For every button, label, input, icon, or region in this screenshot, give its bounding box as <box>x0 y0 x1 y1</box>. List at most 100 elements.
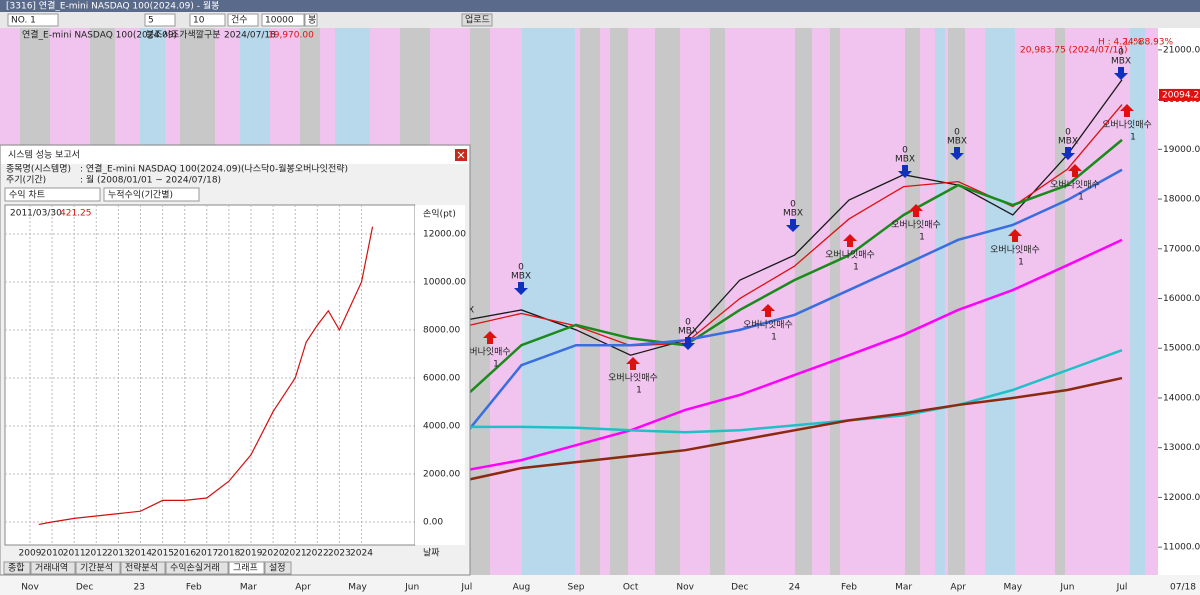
y-tick-label: 14000.00 <box>1163 393 1200 403</box>
toolbar-field[interactable] <box>227 13 259 27</box>
x-tick-label: 2014 <box>129 549 152 559</box>
signal-label: MBX <box>678 327 698 337</box>
price-axis <box>1158 28 1200 575</box>
y-tick-label: 15000.00 <box>1163 344 1200 354</box>
dropdown-text: 수익 차트 <box>9 189 45 201</box>
toolbar-text: 10 <box>193 16 205 26</box>
signal-label: 오버나잇매수 <box>825 249 875 261</box>
tab-label: 기간분석 <box>80 563 113 574</box>
sell-arrow <box>898 165 912 178</box>
toolbar-text: NO. 1 <box>11 16 36 26</box>
signal-label: 오버나잇매수 <box>743 319 793 331</box>
sell-arrow <box>950 147 964 160</box>
tab[interactable] <box>120 561 166 575</box>
sell-arrow <box>1114 67 1128 80</box>
sell-arrow <box>514 282 528 295</box>
tab[interactable] <box>228 561 265 575</box>
toolbar-field[interactable] <box>261 13 305 27</box>
x-tick-label: 24 <box>789 583 801 593</box>
signal-qty: 0 <box>954 128 960 138</box>
toolbar-text: 10000 <box>265 16 294 26</box>
high-low-label: L : 88.93% <box>1125 38 1174 48</box>
dialog-title: 시스템 성능 보고서 <box>8 149 80 161</box>
title-bar <box>0 0 1200 12</box>
row-key: 주기(기간) <box>6 175 46 186</box>
x-tick-label: 2022 <box>306 549 329 559</box>
x-tick-label: 2013 <box>107 549 130 559</box>
x-tick-label: 2016 <box>173 549 196 559</box>
buy-arrow <box>1068 164 1082 177</box>
row-value: : 월 (2008/01/01 ~ 2024/07/18) <box>80 174 221 186</box>
tab[interactable] <box>75 561 121 575</box>
tab[interactable] <box>165 561 229 575</box>
tab[interactable] <box>3 561 31 575</box>
y-tick-label: 13000.00 <box>1163 443 1200 453</box>
y-tick-label: 18000.00 <box>1163 195 1200 205</box>
x-tick-label: 2012 <box>85 549 108 559</box>
signal-qty: 0 <box>1118 48 1124 58</box>
toolbar-field[interactable] <box>7 13 59 27</box>
regime-stripe <box>985 28 1015 575</box>
x-tick-label: Jul <box>1116 583 1128 593</box>
x-tick-label: Sep <box>568 583 585 593</box>
info-text: 2024/07/18 <box>224 31 276 41</box>
signal-qty: 1 <box>1130 133 1136 143</box>
signal-label: 오버나잇매수 <box>608 372 658 384</box>
tab[interactable] <box>30 561 76 575</box>
dropdown[interactable] <box>4 187 101 202</box>
x-tick-label: 2021 <box>284 549 307 559</box>
y-tick-label: 11000.00 <box>1163 543 1200 553</box>
x-tick-label: 2019 <box>240 549 263 559</box>
toolbar-text: 봉 <box>308 15 316 26</box>
y-tick-label: 8000.00 <box>423 325 460 335</box>
profit-line <box>38 226 374 525</box>
tab[interactable] <box>264 561 292 575</box>
toolbar-field[interactable] <box>144 13 176 27</box>
regime-stripe <box>580 28 600 575</box>
x-tick-label: 23 <box>133 583 144 593</box>
y-tick-label: 21000.00 <box>1163 45 1200 55</box>
y-tick-label: 19000.00 <box>1163 145 1200 155</box>
y-tick-label: 6000.00 <box>423 374 460 384</box>
regime-stripe <box>1055 28 1065 575</box>
regime-stripe <box>948 28 965 575</box>
price-line <box>465 168 1123 434</box>
x-axis <box>0 575 1200 595</box>
toolbar-text: 업로드 <box>465 15 490 26</box>
x-tick-label: Dec <box>76 583 93 593</box>
x-tick-label: 2018 <box>217 549 240 559</box>
regime-stripe <box>470 28 490 575</box>
dropdown[interactable] <box>103 187 200 202</box>
x-tick-label: 2009 <box>19 549 42 559</box>
x-tick-label: May <box>1003 583 1022 593</box>
regime-stripe <box>522 28 575 575</box>
toolbar <box>0 12 1200 28</box>
x-tick-label: Feb <box>186 583 202 593</box>
price-line <box>466 376 1123 482</box>
hover-date: 2011/03/30 <box>10 209 62 219</box>
y-tick-label: 10000.00 <box>423 277 466 287</box>
info-text: 봉조시조가색깔구분 <box>146 29 221 41</box>
toolbar-field[interactable] <box>461 13 493 27</box>
x-tick-label: 2017 <box>195 549 218 559</box>
x-tick-label: 2015 <box>151 549 174 559</box>
info-text: 19,970.00 <box>268 31 314 41</box>
tab-label: 설정 <box>269 563 286 574</box>
toolbar-field[interactable] <box>189 13 226 27</box>
report-axis <box>415 205 465 545</box>
x-tick-label: 2023 <box>328 549 351 559</box>
tab-label: 거래내역 <box>35 563 68 574</box>
current-price-box <box>1159 88 1200 101</box>
buy-arrow <box>909 204 923 217</box>
y-tick-label: 12000.00 <box>1163 493 1200 503</box>
x-tick-label: Mar <box>240 583 257 593</box>
regime-stripe <box>710 28 725 575</box>
toolbar-text: 건수 <box>231 15 248 26</box>
signal-label: MBX <box>895 155 915 165</box>
signal-qty: 0 <box>790 200 796 210</box>
y-tick-label: 16000.00 <box>1163 294 1200 304</box>
toolbar-field[interactable] <box>304 13 318 27</box>
sell-arrow <box>681 337 695 350</box>
toolbar-text: 5 <box>148 16 154 26</box>
